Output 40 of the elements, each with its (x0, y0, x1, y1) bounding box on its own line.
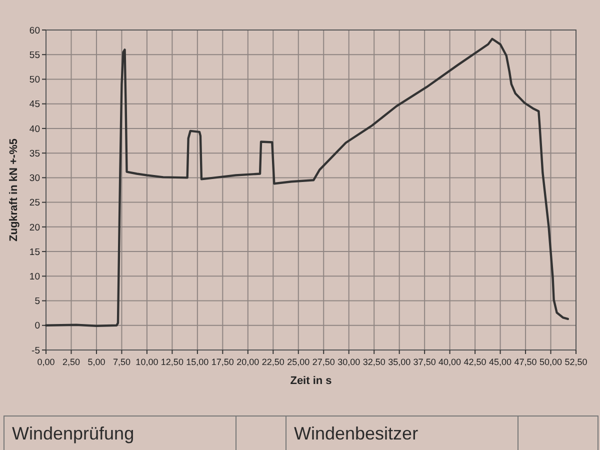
y-tick-label: 45 (29, 99, 40, 110)
text: Windenprüfung (12, 423, 134, 444)
x-tick-label: 22,50 (262, 357, 284, 367)
y-tick-label: 40 (29, 124, 40, 135)
x-tick-label: 47,50 (514, 357, 537, 367)
x-tick-label: 27,50 (312, 357, 335, 367)
y-tick-label: 10 (29, 271, 40, 282)
x-tick-label: 10,00 (136, 357, 158, 367)
x-tick-label: 35,00 (388, 357, 411, 367)
x-tick-label: 5,00 (88, 357, 106, 367)
x-tick-label: 0,00 (37, 357, 55, 367)
x-tick-label: 40,00 (438, 357, 462, 367)
y-tick-label: 35 (29, 148, 40, 160)
x-tick-label: 37,50 (413, 357, 436, 367)
x-axis-title: Zeit in s (290, 375, 332, 387)
x-tick-label: 52,50 (564, 357, 588, 367)
text: Windenbesitzer (294, 423, 418, 444)
y-tick-label: 20 (29, 222, 40, 234)
x-tick-label: 32,50 (362, 357, 386, 367)
y-tick-label: 5 (34, 296, 40, 308)
y-tick-label: 60 (29, 25, 40, 36)
y-tick-label: 50 (29, 74, 40, 86)
x-tick-label: 45,00 (489, 357, 512, 367)
y-axis-title: Zugkraft in kN +-%5 (8, 138, 20, 242)
y-tick-label: 55 (29, 50, 40, 61)
x-tick-label: 15,00 (186, 357, 209, 367)
y-tick-label: 25 (29, 198, 40, 209)
x-tick-label: 7,50 (112, 357, 130, 367)
y-tick-label: 0 (34, 320, 40, 332)
x-tick-label: 50,00 (539, 357, 562, 367)
x-tick-label: 25,00 (287, 357, 310, 367)
y-tick-label: 30 (29, 173, 40, 184)
x-tick-label: 17,50 (211, 357, 234, 367)
y-tick-label: 15 (29, 246, 40, 258)
x-tick-label: 30,00 (338, 357, 360, 367)
x-tick-label: 12,50 (160, 357, 184, 367)
x-tick-label: 2,50 (62, 357, 80, 367)
y-tick-label: -5 (32, 345, 40, 356)
x-tick-label: 42,50 (464, 357, 486, 367)
x-tick-label: 20,00 (236, 357, 260, 367)
